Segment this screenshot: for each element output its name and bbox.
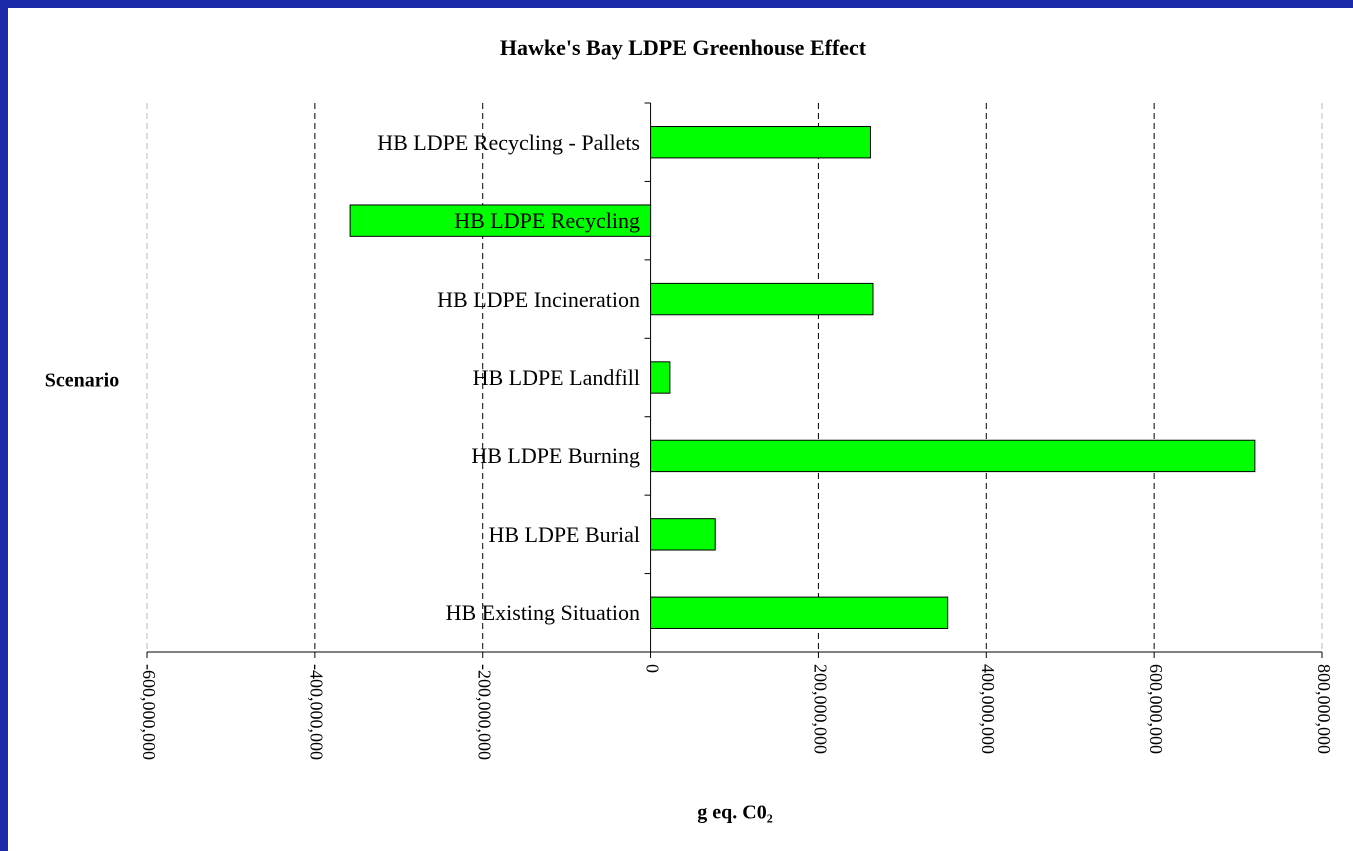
category-label-box: HB LDPE Incineration bbox=[437, 286, 640, 312]
category-label-box: HB LDPE Burning bbox=[471, 443, 640, 469]
x-tick-label: -400,000,000 bbox=[307, 664, 327, 760]
category-label-box: HB LDPE Recycling bbox=[454, 208, 640, 234]
category-label-box: HB LDPE Burial bbox=[488, 521, 640, 547]
y-tick-label: HB LDPE Burning bbox=[471, 443, 640, 469]
category-label-box: HB LDPE Recycling - Pallets bbox=[377, 129, 640, 155]
y-tick-label: HB LDPE Recycling - Pallets bbox=[377, 129, 640, 155]
bar bbox=[650, 126, 871, 159]
x-tick-label: -600,000,000 bbox=[139, 664, 159, 760]
bar bbox=[650, 596, 949, 629]
x-tick-label: -200,000,000 bbox=[475, 664, 495, 760]
bar bbox=[349, 204, 652, 237]
y-tick-label: HB LDPE Landfill bbox=[472, 364, 640, 390]
y-tick-label: HB LDPE Burial bbox=[488, 521, 640, 547]
bar bbox=[650, 439, 1256, 473]
bar bbox=[650, 282, 874, 316]
category-label-box: HB Existing Situation bbox=[445, 600, 640, 626]
x-axis-title: g eq. C0₂ bbox=[697, 802, 772, 824]
category-label-box: HB LDPE Landfill bbox=[472, 364, 640, 390]
y-tick-label: HB LDPE Recycling bbox=[454, 208, 640, 234]
y-tick-label: HB Existing Situation bbox=[445, 600, 640, 626]
x-tick-label: 400,000,000 bbox=[978, 664, 998, 754]
chart-title: Hawke's Bay LDPE Greenhouse Effect bbox=[500, 35, 867, 60]
x-tick-label: 0 bbox=[642, 664, 662, 673]
y-axis-title: Scenario bbox=[45, 370, 119, 392]
bar bbox=[650, 518, 716, 551]
x-tick-label: 600,000,000 bbox=[1146, 664, 1166, 754]
y-tick-label: HB LDPE Incineration bbox=[437, 286, 640, 312]
x-tick-label: 200,000,000 bbox=[810, 664, 830, 754]
bar bbox=[650, 361, 671, 394]
x-tick-label: 800,000,000 bbox=[1314, 664, 1334, 754]
